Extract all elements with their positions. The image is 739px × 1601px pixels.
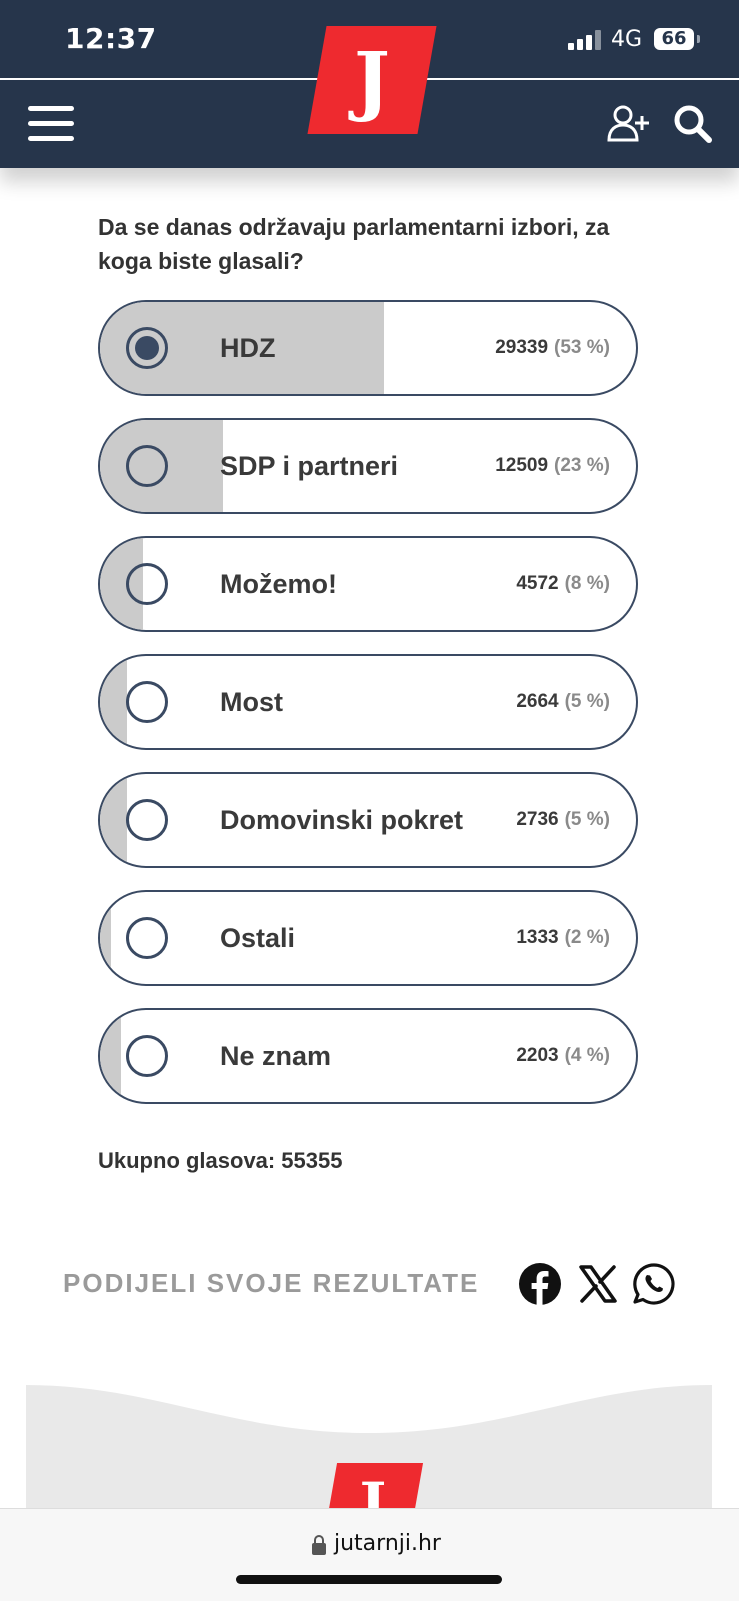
menu-icon[interactable]: [28, 106, 74, 142]
radio-button[interactable]: [126, 445, 168, 487]
option-votes: 12509: [495, 455, 549, 476]
search-icon[interactable]: [671, 102, 715, 146]
option-result: 2203 (4 %): [516, 1010, 610, 1102]
logo-letter: J: [354, 35, 390, 124]
option-label: Domovinski pokret: [220, 805, 464, 835]
option-label: SDP i partneri: [220, 451, 399, 481]
option-label: Ne znam: [220, 1041, 332, 1071]
option-percent: (5 %): [564, 809, 610, 830]
total-votes: Ukupno glasova: 55355: [98, 1148, 342, 1174]
poll-option[interactable]: Most 2664 (5 %): [98, 654, 638, 750]
option-result: 4572 (8 %): [516, 538, 610, 630]
battery-tip: [697, 35, 700, 43]
radio-button[interactable]: [126, 799, 168, 841]
option-percent: (4 %): [564, 1045, 610, 1066]
lock-icon: [311, 1534, 327, 1556]
radio-button[interactable]: [126, 917, 168, 959]
poll-option[interactable]: SDP i partneri 12509 (23 %): [98, 418, 638, 514]
option-percent: (2 %): [564, 927, 610, 948]
option-result-bar: [100, 892, 111, 984]
home-indicator[interactable]: [236, 1575, 502, 1584]
radio-button[interactable]: [126, 327, 168, 369]
x-icon[interactable]: [576, 1262, 620, 1306]
option-votes: 4572: [516, 573, 559, 594]
option-result-bar: [100, 1010, 122, 1102]
option-percent: (8 %): [564, 573, 610, 594]
option-label: Most: [220, 687, 283, 717]
option-label: Ostali: [220, 923, 296, 953]
signal-icon: [568, 30, 602, 50]
poll-option[interactable]: Domovinski pokret 2736 (5 %): [98, 772, 638, 868]
wave-shape: [26, 1383, 712, 1433]
radio-button[interactable]: [126, 681, 168, 723]
option-votes: 29339: [495, 337, 549, 358]
option-result: 2736 (5 %): [516, 774, 610, 866]
option-label: Možemo!: [220, 569, 337, 599]
option-percent: (53 %): [554, 337, 610, 358]
url-text[interactable]: jutarnji.hr: [334, 1531, 441, 1556]
poll-option[interactable]: Ostali 1333 (2 %): [98, 890, 638, 986]
option-result-bar: [100, 656, 127, 748]
poll-option[interactable]: Ne znam 2203 (4 %): [98, 1008, 638, 1104]
total-value: 55355: [281, 1148, 343, 1173]
option-result: 12509 (23 %): [495, 420, 610, 512]
network-type: 4G: [611, 27, 643, 52]
option-percent: (23 %): [554, 455, 610, 476]
add-user-icon[interactable]: [606, 102, 650, 146]
whatsapp-icon[interactable]: [632, 1262, 676, 1306]
option-result: 1333 (2 %): [516, 892, 610, 984]
option-result-bar: [100, 774, 127, 866]
share-title: PODIJELI SVOJE REZULTATE: [63, 1268, 480, 1298]
battery-level: 66: [661, 28, 687, 49]
option-label: HDZ: [220, 333, 276, 363]
status-time: 12:37: [65, 22, 157, 55]
option-votes: 2736: [516, 809, 559, 830]
battery-icon: 66: [654, 28, 694, 50]
poll-question: Da se danas održavaju parlamentarni izbo…: [98, 214, 610, 274]
site-logo[interactable]: J: [307, 26, 437, 134]
facebook-icon[interactable]: [518, 1262, 562, 1306]
option-votes: 2664: [516, 691, 559, 712]
option-votes: 1333: [516, 927, 559, 948]
radio-button[interactable]: [126, 1035, 168, 1077]
option-votes: 2203: [516, 1045, 559, 1066]
radio-button[interactable]: [126, 563, 168, 605]
poll-option[interactable]: HDZ 29339 (53 %): [98, 300, 638, 396]
poll-option[interactable]: Možemo! 4572 (8 %): [98, 536, 638, 632]
total-label: Ukupno glasova:: [98, 1148, 276, 1173]
option-result: 29339 (53 %): [495, 302, 610, 394]
option-percent: (5 %): [564, 691, 610, 712]
browser-url-bar[interactable]: jutarnji.hr: [0, 1508, 739, 1601]
option-result: 2664 (5 %): [516, 656, 610, 748]
